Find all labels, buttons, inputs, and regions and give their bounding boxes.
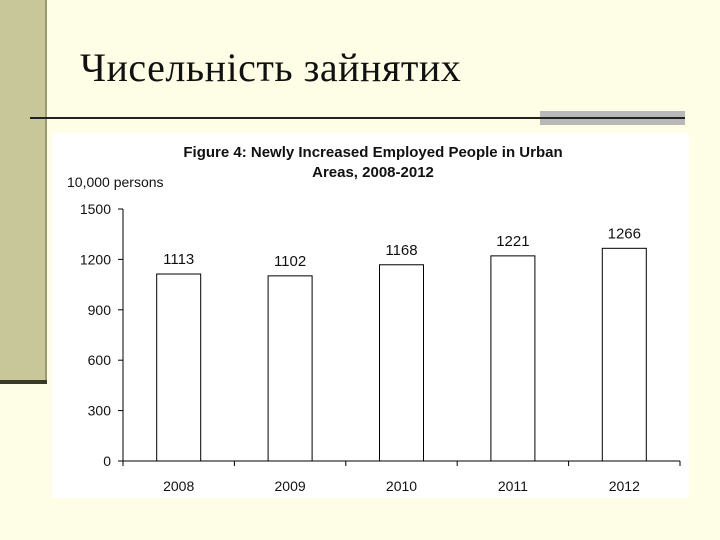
- chart-panel: Figure 4: Newly Increased Employed Peopl…: [52, 133, 689, 498]
- bar: [267, 275, 313, 462]
- slide-title: Чисельність зайнятих: [80, 45, 462, 90]
- bar-value-label: 1102: [274, 253, 306, 270]
- bar-value-label: 1266: [608, 225, 641, 242]
- unit-label: 10,000 persons: [67, 174, 164, 190]
- y-axis: 0 300 600 900 1200 1500: [80, 201, 124, 469]
- bar: [601, 247, 647, 462]
- y-tick-label: 0: [103, 453, 111, 469]
- title-rule: [30, 117, 685, 119]
- x-axis: 2008 2009 2010 2011 2012: [122, 460, 681, 494]
- x-tick-label: 2011: [498, 478, 528, 494]
- y-tick-label: 1500: [80, 201, 111, 217]
- chart-title-line-2: Areas, 2008-2012: [312, 164, 434, 181]
- bar-value-label: 1113: [163, 251, 194, 268]
- slide-sidebar-bar: [0, 0, 47, 383]
- y-tick-label: 1200: [80, 251, 111, 267]
- bar: [379, 264, 424, 462]
- y-tick-label: 900: [88, 302, 112, 318]
- x-tick-label: 2012: [609, 478, 640, 494]
- bar-chart: Figure 4: Newly Increased Employed Peopl…: [67, 144, 681, 494]
- chart-title-line-1: Figure 4: Newly Increased Employed Peopl…: [183, 144, 562, 161]
- bars: [156, 247, 647, 462]
- data-labels: 1113 1102 1168 1221 1266: [163, 225, 641, 270]
- bar-value-label: 1221: [496, 233, 529, 250]
- x-tick-label: 2010: [386, 478, 417, 494]
- bar: [490, 255, 536, 462]
- y-tick-label: 600: [88, 352, 112, 368]
- y-tick-label: 300: [88, 403, 112, 419]
- slide-sidebar-edge: [45, 0, 47, 384]
- bar: [156, 273, 202, 462]
- x-tick-label: 2009: [275, 478, 306, 494]
- x-tick-label: 2008: [163, 478, 194, 494]
- bar-value-label: 1168: [385, 242, 417, 259]
- slide-sidebar-shadow: [0, 380, 47, 384]
